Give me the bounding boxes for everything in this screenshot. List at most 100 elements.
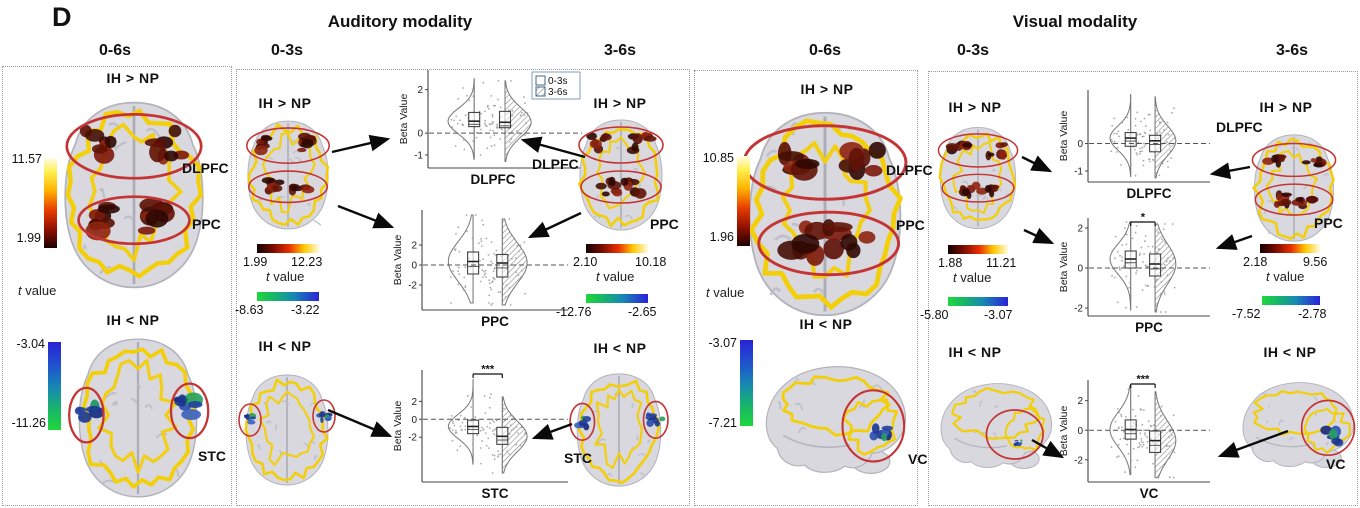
contrast-label-vis06-pos: IH > NP	[800, 81, 854, 97]
colorbar-max-aud36-cool: -2.65	[628, 305, 657, 319]
svg-text:***: ***	[481, 364, 495, 376]
contrast-label-aud06-neg: IH < NP	[106, 312, 160, 328]
time-header-vis-3-6s: 3-6s	[1275, 42, 1309, 59]
svg-text:-1: -1	[414, 150, 423, 161]
brain-axial-aud03-positive	[239, 112, 337, 238]
colorbar-max-aud03-cool: -3.22	[291, 303, 320, 317]
time-header-vis-0-3s: 0-3s	[956, 42, 990, 59]
svg-text:Beta Value: Beta Value	[1058, 111, 1070, 162]
brain-axial-aud06-positive	[50, 86, 218, 304]
violin-plot-vis-dlpfc: 0 -1 Beta Value DLPFC	[1058, 84, 1220, 204]
svg-text:-2: -2	[408, 281, 417, 292]
colorbar-min-vis03-cool: -5.80	[920, 308, 949, 322]
brain-axial-vis36-positive	[1242, 130, 1346, 246]
svg-text:*: *	[1141, 212, 1146, 224]
colorbar-max-vis36-cool: -2.78	[1298, 307, 1327, 321]
brain-render-a-bot	[68, 338, 210, 498]
colorbar-cool-aud06	[48, 342, 61, 430]
contrast-label-aud03-pos: IH > NP	[258, 95, 312, 111]
svg-text:0: 0	[411, 415, 417, 426]
panel-label: D	[52, 2, 72, 32]
violin-plot-aud-stc: 2 0 -2 Beta Value *** STC	[392, 352, 578, 504]
region-label-aud06-dlpfc: DLPFC	[182, 160, 229, 176]
svg-text:***: ***	[1136, 374, 1150, 386]
contrast-label-vis06-neg: IH < NP	[799, 316, 853, 332]
violin-plot-vis-ppc: 2 0 -2 Beta Value * PPC	[1058, 204, 1220, 338]
time-header-aud-3-6s: 3-6s	[603, 42, 637, 59]
colorbar-max-aud36-hot: 10.18	[635, 255, 667, 269]
violin-render-ppc: 2 0 -2 Beta Value PPC	[392, 210, 568, 329]
violin-render-vc: 2 0 -2 Beta Value *** VC	[1058, 374, 1210, 501]
colorbar-max-vis03-cool: -3.07	[984, 308, 1013, 322]
svg-text:2: 2	[1077, 224, 1083, 235]
svg-text:Beta Value: Beta Value	[392, 235, 404, 286]
svg-text:3-6s: 3-6s	[548, 87, 567, 98]
brain-axial-aud36-positive	[571, 112, 671, 238]
colorbar-min-vis36-cool: -7.52	[1232, 307, 1261, 321]
svg-text:2: 2	[411, 241, 417, 252]
region-label-vis36-ppc: PPC	[1314, 215, 1343, 231]
brain-axial-aud03-negative	[237, 356, 337, 504]
colorbar-hot-aud03	[257, 244, 319, 253]
colorbar-min-vis06-hot: 1.96	[709, 230, 734, 244]
time-header-aud-0-3s: 0-3s	[270, 42, 304, 59]
colorbar-cool-vis03	[948, 297, 1008, 306]
svg-text:2: 2	[417, 85, 423, 96]
brain-render-b36-bot	[569, 373, 669, 487]
colorbar-hot-aud36	[586, 244, 648, 253]
contrast-label-vis36-neg: IH < NP	[1263, 344, 1317, 360]
colorbar-cool-vis36	[1262, 296, 1320, 305]
region-label-vis06-ppc: PPC	[896, 217, 925, 233]
svg-text:2: 2	[1077, 396, 1083, 407]
svg-text:STC: STC	[482, 486, 509, 501]
violin-plot-vis-vc: 2 0 -2 Beta Value *** VC	[1058, 366, 1220, 504]
violin-render-dlpfc: 0 -1 Beta Value DLPFC	[1058, 90, 1210, 201]
region-label-vis36-vc: VC	[1326, 456, 1346, 472]
region-label-aud06-ppc: PPC	[192, 216, 221, 232]
t-value-label-aud03: t value	[266, 269, 305, 284]
svg-text:-2: -2	[1074, 304, 1083, 315]
colorbar-max-aud03-hot: 12.23	[291, 255, 323, 269]
colorbar-max-vis06-cool: -3.07	[708, 336, 738, 350]
contrast-label-vis03-pos: IH > NP	[948, 99, 1002, 115]
region-label-aud36-ppc: PPC	[650, 216, 679, 232]
colorbar-cool-vis06	[740, 340, 753, 426]
colorbar-hot-vis06	[737, 156, 750, 246]
colorbar-min-aud03-hot: 1.99	[243, 255, 268, 269]
colorbar-max-vis06-hot: 10.85	[702, 151, 734, 165]
svg-text:Beta Value: Beta Value	[392, 401, 404, 452]
colorbar-min-aud03-cool: -8.63	[235, 303, 264, 317]
svg-text:PPC: PPC	[481, 314, 509, 329]
svg-text:Beta Value: Beta Value	[398, 94, 410, 145]
violin-render-dlpfc: 2 0 -1 Beta Value DLPFC 0-3s3-6s	[398, 70, 582, 187]
panel-box-auditory-0-6s	[2, 66, 232, 506]
region-label-aud36-stc: STC	[564, 450, 592, 466]
svg-text:VC: VC	[1140, 486, 1159, 501]
svg-text:-2: -2	[408, 433, 417, 444]
colorbar-min-vis03-hot: 1.88	[938, 256, 963, 270]
svg-text:PPC: PPC	[1135, 320, 1163, 335]
section-title-visual: Visual modality	[1012, 12, 1138, 31]
brain-axial-aud06-negative	[52, 332, 224, 504]
brain-lateral-vis06-negative	[750, 338, 916, 502]
svg-text:0: 0	[411, 261, 417, 272]
colorbar-max-aud06-cool: -3.04	[16, 337, 46, 351]
svg-text:Beta Value: Beta Value	[1058, 242, 1070, 293]
contrast-label-vis03-neg: IH < NP	[948, 344, 1002, 360]
svg-text:0: 0	[1077, 264, 1083, 275]
contrast-label-aud03-neg: IH < NP	[258, 338, 312, 354]
svg-text:DLPFC: DLPFC	[471, 172, 516, 187]
brain-render-d03-top	[937, 126, 1019, 230]
t-value-label-vis06: t value	[706, 285, 745, 300]
colorbar-max-vis36-hot: 9.56	[1303, 255, 1328, 269]
colorbar-min-aud06-hot: 1.99	[16, 231, 41, 245]
violin-render-ppc: 2 0 -2 Beta Value * PPC	[1058, 212, 1210, 335]
colorbar-max-aud06-hot: 11.57	[11, 152, 42, 166]
panel-box-visual-0-6s	[694, 70, 918, 506]
t-value-label-aud36: t value	[596, 269, 635, 284]
colorbar-min-vis06-cool: -7.21	[708, 416, 738, 430]
region-label-aud36-dlpfc: DLPFC	[532, 156, 579, 172]
svg-text:-2: -2	[1074, 455, 1083, 466]
contrast-label-aud06-pos: IH > NP	[106, 70, 160, 86]
colorbar-min-vis36-hot: 2.18	[1243, 255, 1268, 269]
